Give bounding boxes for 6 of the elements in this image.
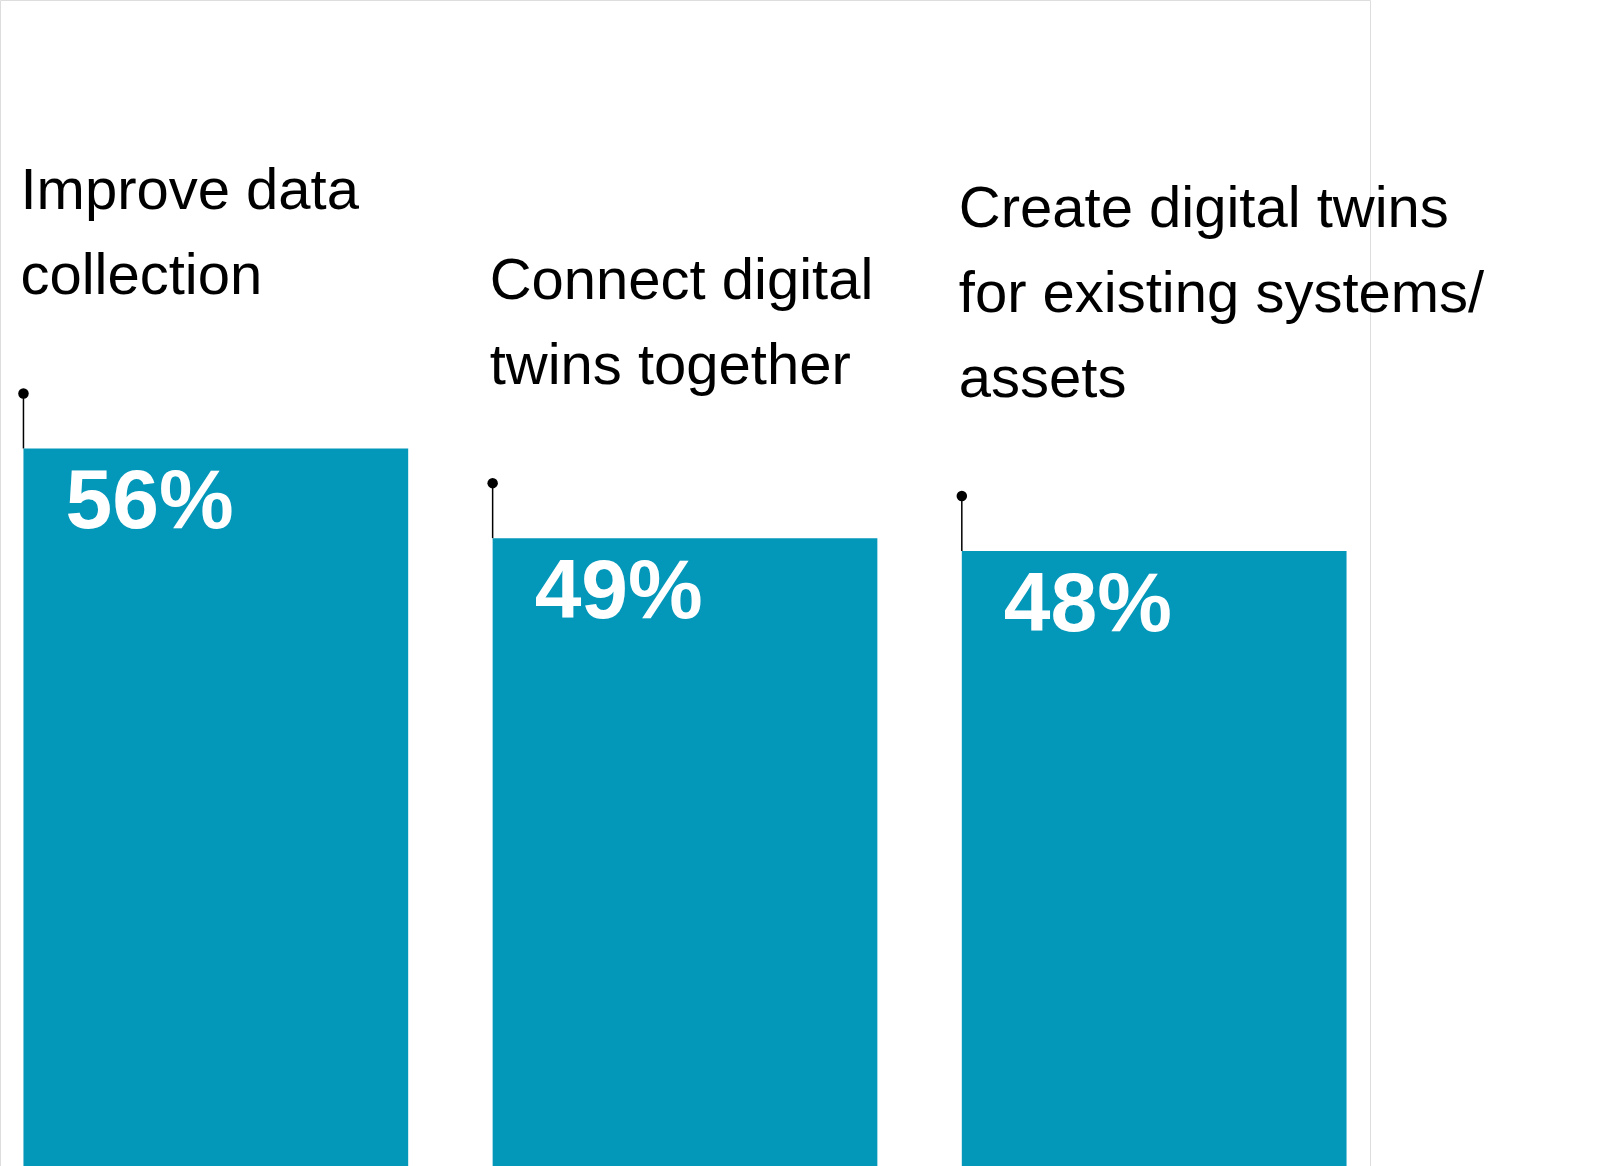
x-tick-label: Connect digital twins together — [489, 246, 874, 397]
data-label: 49% — [534, 542, 703, 637]
data-label: 48% — [1003, 554, 1172, 649]
x-tick-label: Create digital twins for existing systems/assets — [958, 173, 1486, 409]
data-label: 56% — [65, 452, 234, 547]
x-tick-label: Improve data collection — [20, 156, 360, 307]
